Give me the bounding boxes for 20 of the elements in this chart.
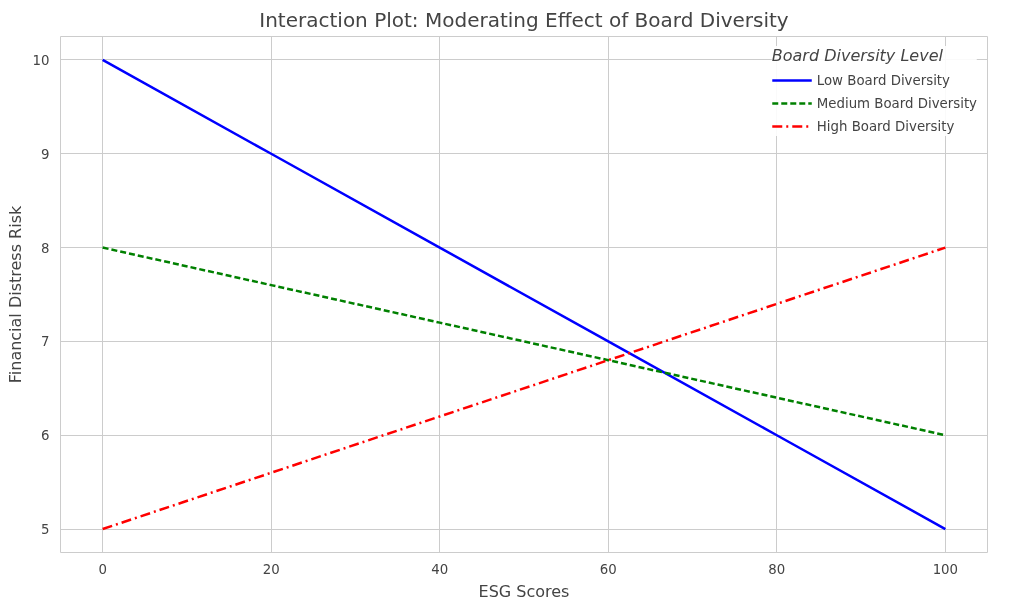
line-series xyxy=(101,246,947,531)
y-tick-label: 6 xyxy=(41,428,50,444)
x-axis-title: ESG Scores xyxy=(478,581,570,601)
legend-label: Medium Board Diversity xyxy=(816,95,977,111)
x-tick-label: 20 xyxy=(262,561,280,577)
y-tick-label: 5 xyxy=(41,522,50,538)
x-tick-label: 0 xyxy=(98,561,107,577)
y-tick-label: 8 xyxy=(41,240,50,256)
y-axis-title: Financial Distress Risk xyxy=(5,205,25,384)
y-tick-label: 9 xyxy=(41,146,50,162)
x-tick-label: 60 xyxy=(599,561,617,577)
x-tick-label: 40 xyxy=(431,561,449,577)
x-tick-label: 100 xyxy=(932,561,959,577)
legend-label: High Board Diversity xyxy=(816,118,955,134)
legend-title: Board Diversity Level xyxy=(771,46,944,65)
legend-label: Low Board Diversity xyxy=(816,72,950,88)
chart-title: Interaction Plot: Moderating Effect of Board Diversity xyxy=(259,7,789,32)
y-tick-label: 10 xyxy=(32,52,50,68)
x-tick-label: 80 xyxy=(768,561,786,577)
y-tick-label: 7 xyxy=(41,334,50,350)
